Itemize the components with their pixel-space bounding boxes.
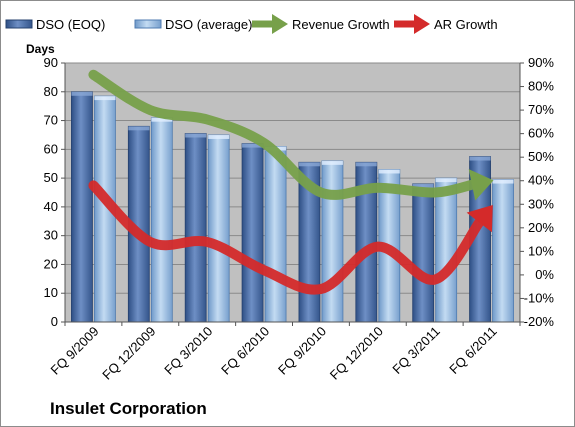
line-ar-growth xyxy=(88,180,485,295)
legend-label-ar-growth: AR Growth xyxy=(434,17,498,32)
bar-dso-eoq xyxy=(241,143,264,323)
legend-arrow-ar-growth xyxy=(414,14,430,34)
bar-dso-eoq-cap xyxy=(412,183,434,188)
y2-tick-label: 0% xyxy=(535,267,554,282)
legend-swatch-dso-eoq xyxy=(5,19,33,29)
arrowhead-revenue-growth xyxy=(468,169,494,201)
bar-dso-average-cap xyxy=(435,178,457,183)
bar-dso-average-cap xyxy=(378,169,400,174)
y-tick-label: 50 xyxy=(44,170,58,185)
legend-swatch-dso-average xyxy=(134,19,162,29)
y2-tick-label: 80% xyxy=(528,79,554,94)
y-tick-label: 80 xyxy=(44,84,58,99)
bar-dso-eoq xyxy=(412,183,435,323)
bar-dso-average xyxy=(435,177,458,323)
y-tick-label: 0 xyxy=(51,314,58,329)
y2-tick-label: 20% xyxy=(528,220,554,235)
y-tick-label: 10 xyxy=(44,285,58,300)
bar-dso-average xyxy=(321,160,344,323)
legend-label-dso-average: DSO (average) xyxy=(165,17,252,32)
bar-dso-eoq-cap xyxy=(71,91,93,96)
bar-dso-eoq-cap xyxy=(185,133,207,138)
bar-dso-eoq-cap xyxy=(469,156,491,161)
legend: DSO (EOQ) DSO (average) Revenue Growth AR G… xyxy=(5,14,498,34)
arrowhead-ar-growth xyxy=(466,205,493,233)
y-tick-label: 40 xyxy=(44,199,58,214)
company-name: Insulet Corporation xyxy=(50,399,207,418)
bar-dso-eoq xyxy=(71,91,93,323)
bar-dso-average xyxy=(492,179,514,323)
bar-dso-average-cap xyxy=(151,117,173,122)
y2-tick-label: 90% xyxy=(528,55,554,70)
y2-tick-label: 70% xyxy=(528,102,554,117)
y2-tick-label: -20% xyxy=(524,314,555,329)
bar-dso-average xyxy=(150,117,173,323)
y2-tick-label: 30% xyxy=(528,196,554,211)
bar-dso-eoq xyxy=(184,133,207,323)
bar-dso-eoq-cap xyxy=(298,162,320,167)
y2-tick-label: -10% xyxy=(524,290,555,305)
bar-dso-average-cap xyxy=(492,179,514,184)
y-tick-label: 60 xyxy=(44,141,58,156)
y2-tick-label: 60% xyxy=(528,126,554,141)
legend-label-revenue-growth: Revenue Growth xyxy=(292,17,390,32)
bar-dso-eoq-cap xyxy=(242,143,264,148)
y-axis-title: Days xyxy=(26,42,55,56)
bar-dso-average xyxy=(264,146,287,323)
y2-tick-label: 10% xyxy=(528,243,554,258)
bar-dso-average-cap xyxy=(321,160,343,165)
y-tick-label: 90 xyxy=(44,55,58,70)
line-revenue-growth xyxy=(88,69,477,200)
y-tick-label: 20 xyxy=(44,256,58,271)
bars xyxy=(71,91,514,323)
y2-tick-label: 40% xyxy=(528,173,554,188)
bar-dso-eoq-cap xyxy=(355,162,377,167)
growth-lines xyxy=(88,69,494,295)
y-tick-label: 70 xyxy=(44,113,58,128)
legend-arrow-revenue-growth xyxy=(272,14,288,34)
bar-dso-average xyxy=(207,134,230,323)
bar-dso-average-cap xyxy=(208,134,230,139)
bar-dso-eoq-cap xyxy=(128,126,150,131)
y2-tick-label: 50% xyxy=(528,149,554,164)
legend-label-dso-eoq: DSO (EOQ) xyxy=(36,17,105,32)
y-tick-label: 30 xyxy=(44,228,58,243)
bar-dso-average-cap xyxy=(94,96,116,101)
